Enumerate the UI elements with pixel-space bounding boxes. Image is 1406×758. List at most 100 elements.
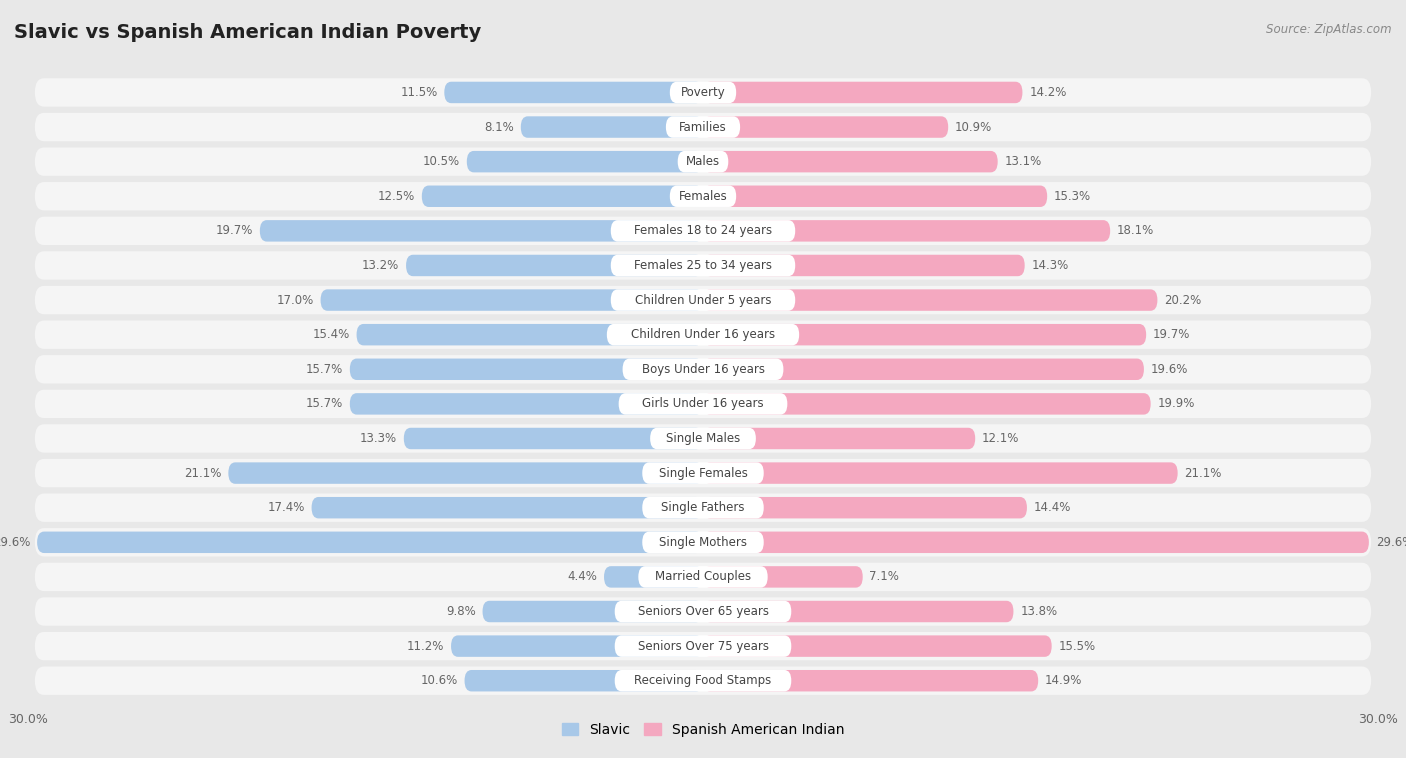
- FancyBboxPatch shape: [482, 601, 703, 622]
- FancyBboxPatch shape: [703, 324, 1146, 346]
- Text: Females 18 to 24 years: Females 18 to 24 years: [634, 224, 772, 237]
- Text: 29.6%: 29.6%: [1375, 536, 1406, 549]
- FancyBboxPatch shape: [312, 497, 703, 518]
- FancyBboxPatch shape: [350, 393, 703, 415]
- FancyBboxPatch shape: [35, 528, 1371, 556]
- FancyBboxPatch shape: [357, 324, 703, 346]
- FancyBboxPatch shape: [451, 635, 703, 657]
- Text: 21.1%: 21.1%: [184, 467, 222, 480]
- Text: Slavic vs Spanish American Indian Poverty: Slavic vs Spanish American Indian Povert…: [14, 23, 481, 42]
- FancyBboxPatch shape: [638, 566, 768, 587]
- FancyBboxPatch shape: [35, 355, 1371, 384]
- Text: Single Mothers: Single Mothers: [659, 536, 747, 549]
- Text: 14.4%: 14.4%: [1033, 501, 1071, 514]
- FancyBboxPatch shape: [37, 531, 703, 553]
- FancyBboxPatch shape: [444, 82, 703, 103]
- FancyBboxPatch shape: [703, 82, 1022, 103]
- FancyBboxPatch shape: [703, 151, 998, 172]
- Text: Source: ZipAtlas.com: Source: ZipAtlas.com: [1267, 23, 1392, 36]
- Text: 19.6%: 19.6%: [1150, 363, 1188, 376]
- Text: 17.4%: 17.4%: [267, 501, 305, 514]
- Text: 20.2%: 20.2%: [1164, 293, 1201, 306]
- FancyBboxPatch shape: [678, 151, 728, 172]
- FancyBboxPatch shape: [666, 116, 740, 138]
- FancyBboxPatch shape: [35, 666, 1371, 695]
- Text: Single Females: Single Females: [658, 467, 748, 480]
- Text: Receiving Food Stamps: Receiving Food Stamps: [634, 674, 772, 688]
- FancyBboxPatch shape: [703, 186, 1047, 207]
- Text: Single Fathers: Single Fathers: [661, 501, 745, 514]
- FancyBboxPatch shape: [650, 428, 756, 449]
- Text: 18.1%: 18.1%: [1116, 224, 1154, 237]
- FancyBboxPatch shape: [703, 462, 1178, 484]
- FancyBboxPatch shape: [703, 255, 1025, 276]
- FancyBboxPatch shape: [406, 255, 703, 276]
- FancyBboxPatch shape: [35, 148, 1371, 176]
- FancyBboxPatch shape: [703, 428, 976, 449]
- Text: 13.2%: 13.2%: [363, 259, 399, 272]
- FancyBboxPatch shape: [35, 113, 1371, 141]
- Text: 13.3%: 13.3%: [360, 432, 396, 445]
- Text: 9.8%: 9.8%: [446, 605, 475, 618]
- FancyBboxPatch shape: [703, 601, 1014, 622]
- FancyBboxPatch shape: [605, 566, 703, 587]
- Text: 10.9%: 10.9%: [955, 121, 993, 133]
- Text: 13.1%: 13.1%: [1004, 155, 1042, 168]
- FancyBboxPatch shape: [35, 286, 1371, 315]
- Text: 21.1%: 21.1%: [1184, 467, 1222, 480]
- Text: 15.5%: 15.5%: [1059, 640, 1095, 653]
- Text: 11.2%: 11.2%: [406, 640, 444, 653]
- FancyBboxPatch shape: [35, 493, 1371, 522]
- FancyBboxPatch shape: [35, 597, 1371, 625]
- FancyBboxPatch shape: [703, 116, 948, 138]
- FancyBboxPatch shape: [35, 459, 1371, 487]
- Text: Seniors Over 65 years: Seniors Over 65 years: [637, 605, 769, 618]
- Text: 8.1%: 8.1%: [484, 121, 515, 133]
- FancyBboxPatch shape: [643, 462, 763, 484]
- FancyBboxPatch shape: [703, 531, 1369, 553]
- Text: 10.5%: 10.5%: [423, 155, 460, 168]
- FancyBboxPatch shape: [35, 390, 1371, 418]
- Text: Females 25 to 34 years: Females 25 to 34 years: [634, 259, 772, 272]
- FancyBboxPatch shape: [35, 217, 1371, 245]
- Text: 12.1%: 12.1%: [981, 432, 1019, 445]
- FancyBboxPatch shape: [623, 359, 783, 380]
- Text: 14.9%: 14.9%: [1045, 674, 1083, 688]
- Text: Boys Under 16 years: Boys Under 16 years: [641, 363, 765, 376]
- FancyBboxPatch shape: [643, 531, 763, 553]
- Text: 15.7%: 15.7%: [307, 363, 343, 376]
- FancyBboxPatch shape: [703, 497, 1026, 518]
- FancyBboxPatch shape: [260, 220, 703, 242]
- Text: Seniors Over 75 years: Seniors Over 75 years: [637, 640, 769, 653]
- FancyBboxPatch shape: [35, 321, 1371, 349]
- FancyBboxPatch shape: [614, 601, 792, 622]
- FancyBboxPatch shape: [464, 670, 703, 691]
- Text: 29.6%: 29.6%: [0, 536, 31, 549]
- Text: 19.9%: 19.9%: [1157, 397, 1195, 410]
- FancyBboxPatch shape: [467, 151, 703, 172]
- Legend: Slavic, Spanish American Indian: Slavic, Spanish American Indian: [555, 718, 851, 743]
- Text: 4.4%: 4.4%: [568, 571, 598, 584]
- Text: 19.7%: 19.7%: [215, 224, 253, 237]
- FancyBboxPatch shape: [703, 220, 1111, 242]
- Text: Children Under 5 years: Children Under 5 years: [634, 293, 772, 306]
- Text: 10.6%: 10.6%: [420, 674, 458, 688]
- Text: 19.7%: 19.7%: [1153, 328, 1191, 341]
- Text: Girls Under 16 years: Girls Under 16 years: [643, 397, 763, 410]
- Text: Females: Females: [679, 190, 727, 202]
- Text: 15.4%: 15.4%: [312, 328, 350, 341]
- FancyBboxPatch shape: [619, 393, 787, 415]
- FancyBboxPatch shape: [350, 359, 703, 380]
- FancyBboxPatch shape: [703, 670, 1038, 691]
- Text: Single Males: Single Males: [666, 432, 740, 445]
- FancyBboxPatch shape: [610, 220, 796, 242]
- Text: 14.3%: 14.3%: [1032, 259, 1069, 272]
- Text: 13.8%: 13.8%: [1021, 605, 1057, 618]
- Text: 17.0%: 17.0%: [277, 293, 314, 306]
- Text: Children Under 16 years: Children Under 16 years: [631, 328, 775, 341]
- FancyBboxPatch shape: [703, 359, 1144, 380]
- FancyBboxPatch shape: [703, 635, 1052, 657]
- Text: 14.2%: 14.2%: [1029, 86, 1067, 99]
- FancyBboxPatch shape: [404, 428, 703, 449]
- Text: 15.3%: 15.3%: [1054, 190, 1091, 202]
